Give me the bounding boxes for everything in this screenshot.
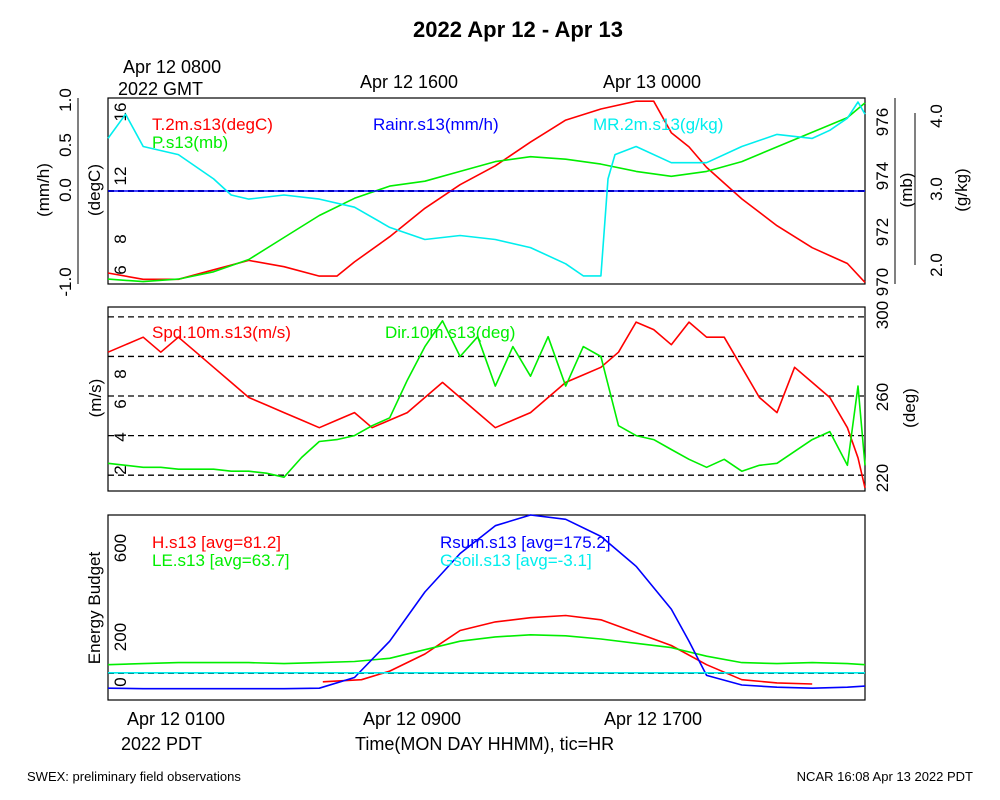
mr-tick-label: 3.0 [927,177,946,201]
gmt-tick-label: Apr 13 0000 [603,72,701,92]
energy-axis-title: Energy Budget [85,551,104,664]
bottom-panel-frame [107,514,866,701]
rain-axis-title: (mm/h) [34,163,53,217]
rain-tick-label: 0.5 [56,133,75,157]
dir-tick-label: 220 [873,464,892,492]
footer-right: NCAR 16:08 Apr 13 2022 PDT [797,769,973,784]
legend-temp: T.2m.s13(degC) [152,115,273,134]
spd-tick-label: 8 [111,369,130,378]
legend-dir: Dir.10m.s13(deg) [385,323,515,342]
dir-axis-title: (deg) [900,388,919,428]
series-line [107,319,866,479]
pdt-tick-label: Apr 12 0100 [127,709,225,729]
middle-panel-frame [107,306,866,492]
gmt-tick-label: Apr 12 1600 [360,72,458,92]
temp-tick-label: 16 [111,103,130,122]
legend-le: LE.s13 [avg=63.7] [152,551,290,570]
spd-tick-label: 6 [111,399,130,408]
series-line [107,102,866,283]
series-line [322,614,813,685]
pres-axis-title: (mb) [897,173,916,208]
series-line [107,321,866,489]
pdt-label: 2022 PDT [121,734,202,754]
series-line [107,514,866,690]
legend-h: H.s13 [avg=81.2] [152,533,281,552]
legend-gsoil: Gsoil.s13 [avg=-3.1] [440,551,592,570]
footer-left: SWEX: preliminary field observations [27,769,241,784]
pres-tick-label: 970 [873,268,892,296]
gmt-date-label: Apr 12 0800 [123,57,221,77]
pres-tick-label: 974 [873,162,892,190]
temp-tick-label: 6 [111,265,130,274]
dir-tick-label: 300 [873,301,892,329]
spd-axis-title: (m/s) [86,379,105,418]
mr-tick-label: 4.0 [927,104,946,128]
rain-tick-label: 1.0 [56,88,75,112]
energy-tick-label: 0 [111,677,130,686]
spd-tick-label: 2 [111,465,130,474]
series-line [107,101,866,277]
series-lines [107,100,866,690]
pdt-tick-label: Apr 12 0900 [363,709,461,729]
gmt-label: 2022 GMT [118,79,203,99]
rain-tick-label: 0.0 [56,178,75,202]
legend-pres: P.s13(mb) [152,133,228,152]
pres-tick-label: 972 [873,218,892,246]
temp-tick-label: 8 [111,234,130,243]
legend-mr: MR.2m.s13(g/kg) [593,115,723,134]
legend-rsum: Rsum.s13 [avg=175.2] [440,533,611,552]
series-line [107,633,866,666]
rain-tick-label: -1.0 [56,267,75,296]
chart-title: 2022 Apr 12 - Apr 13 [413,17,623,42]
mr-axis-title: (g/kg) [952,168,971,211]
energy-tick-label: 200 [111,623,130,651]
pdt-tick-label: Apr 12 1700 [604,709,702,729]
energy-tick-label: 600 [111,534,130,562]
mr-tick-label: 2.0 [927,253,946,277]
legend-spd: Spd.10m.s13(m/s) [152,323,291,342]
temp-tick-label: 12 [111,167,130,186]
dir-tick-label: 260 [873,383,892,411]
series-line [107,100,866,283]
x-axis-label: Time(MON DAY HHMM), tic=HR [355,734,614,754]
spd-tick-label: 4 [111,432,130,441]
legend-rain: Rainr.s13(mm/h) [373,115,499,134]
temp-axis-title: (degC) [85,164,104,216]
pres-tick-label: 976 [873,108,892,136]
